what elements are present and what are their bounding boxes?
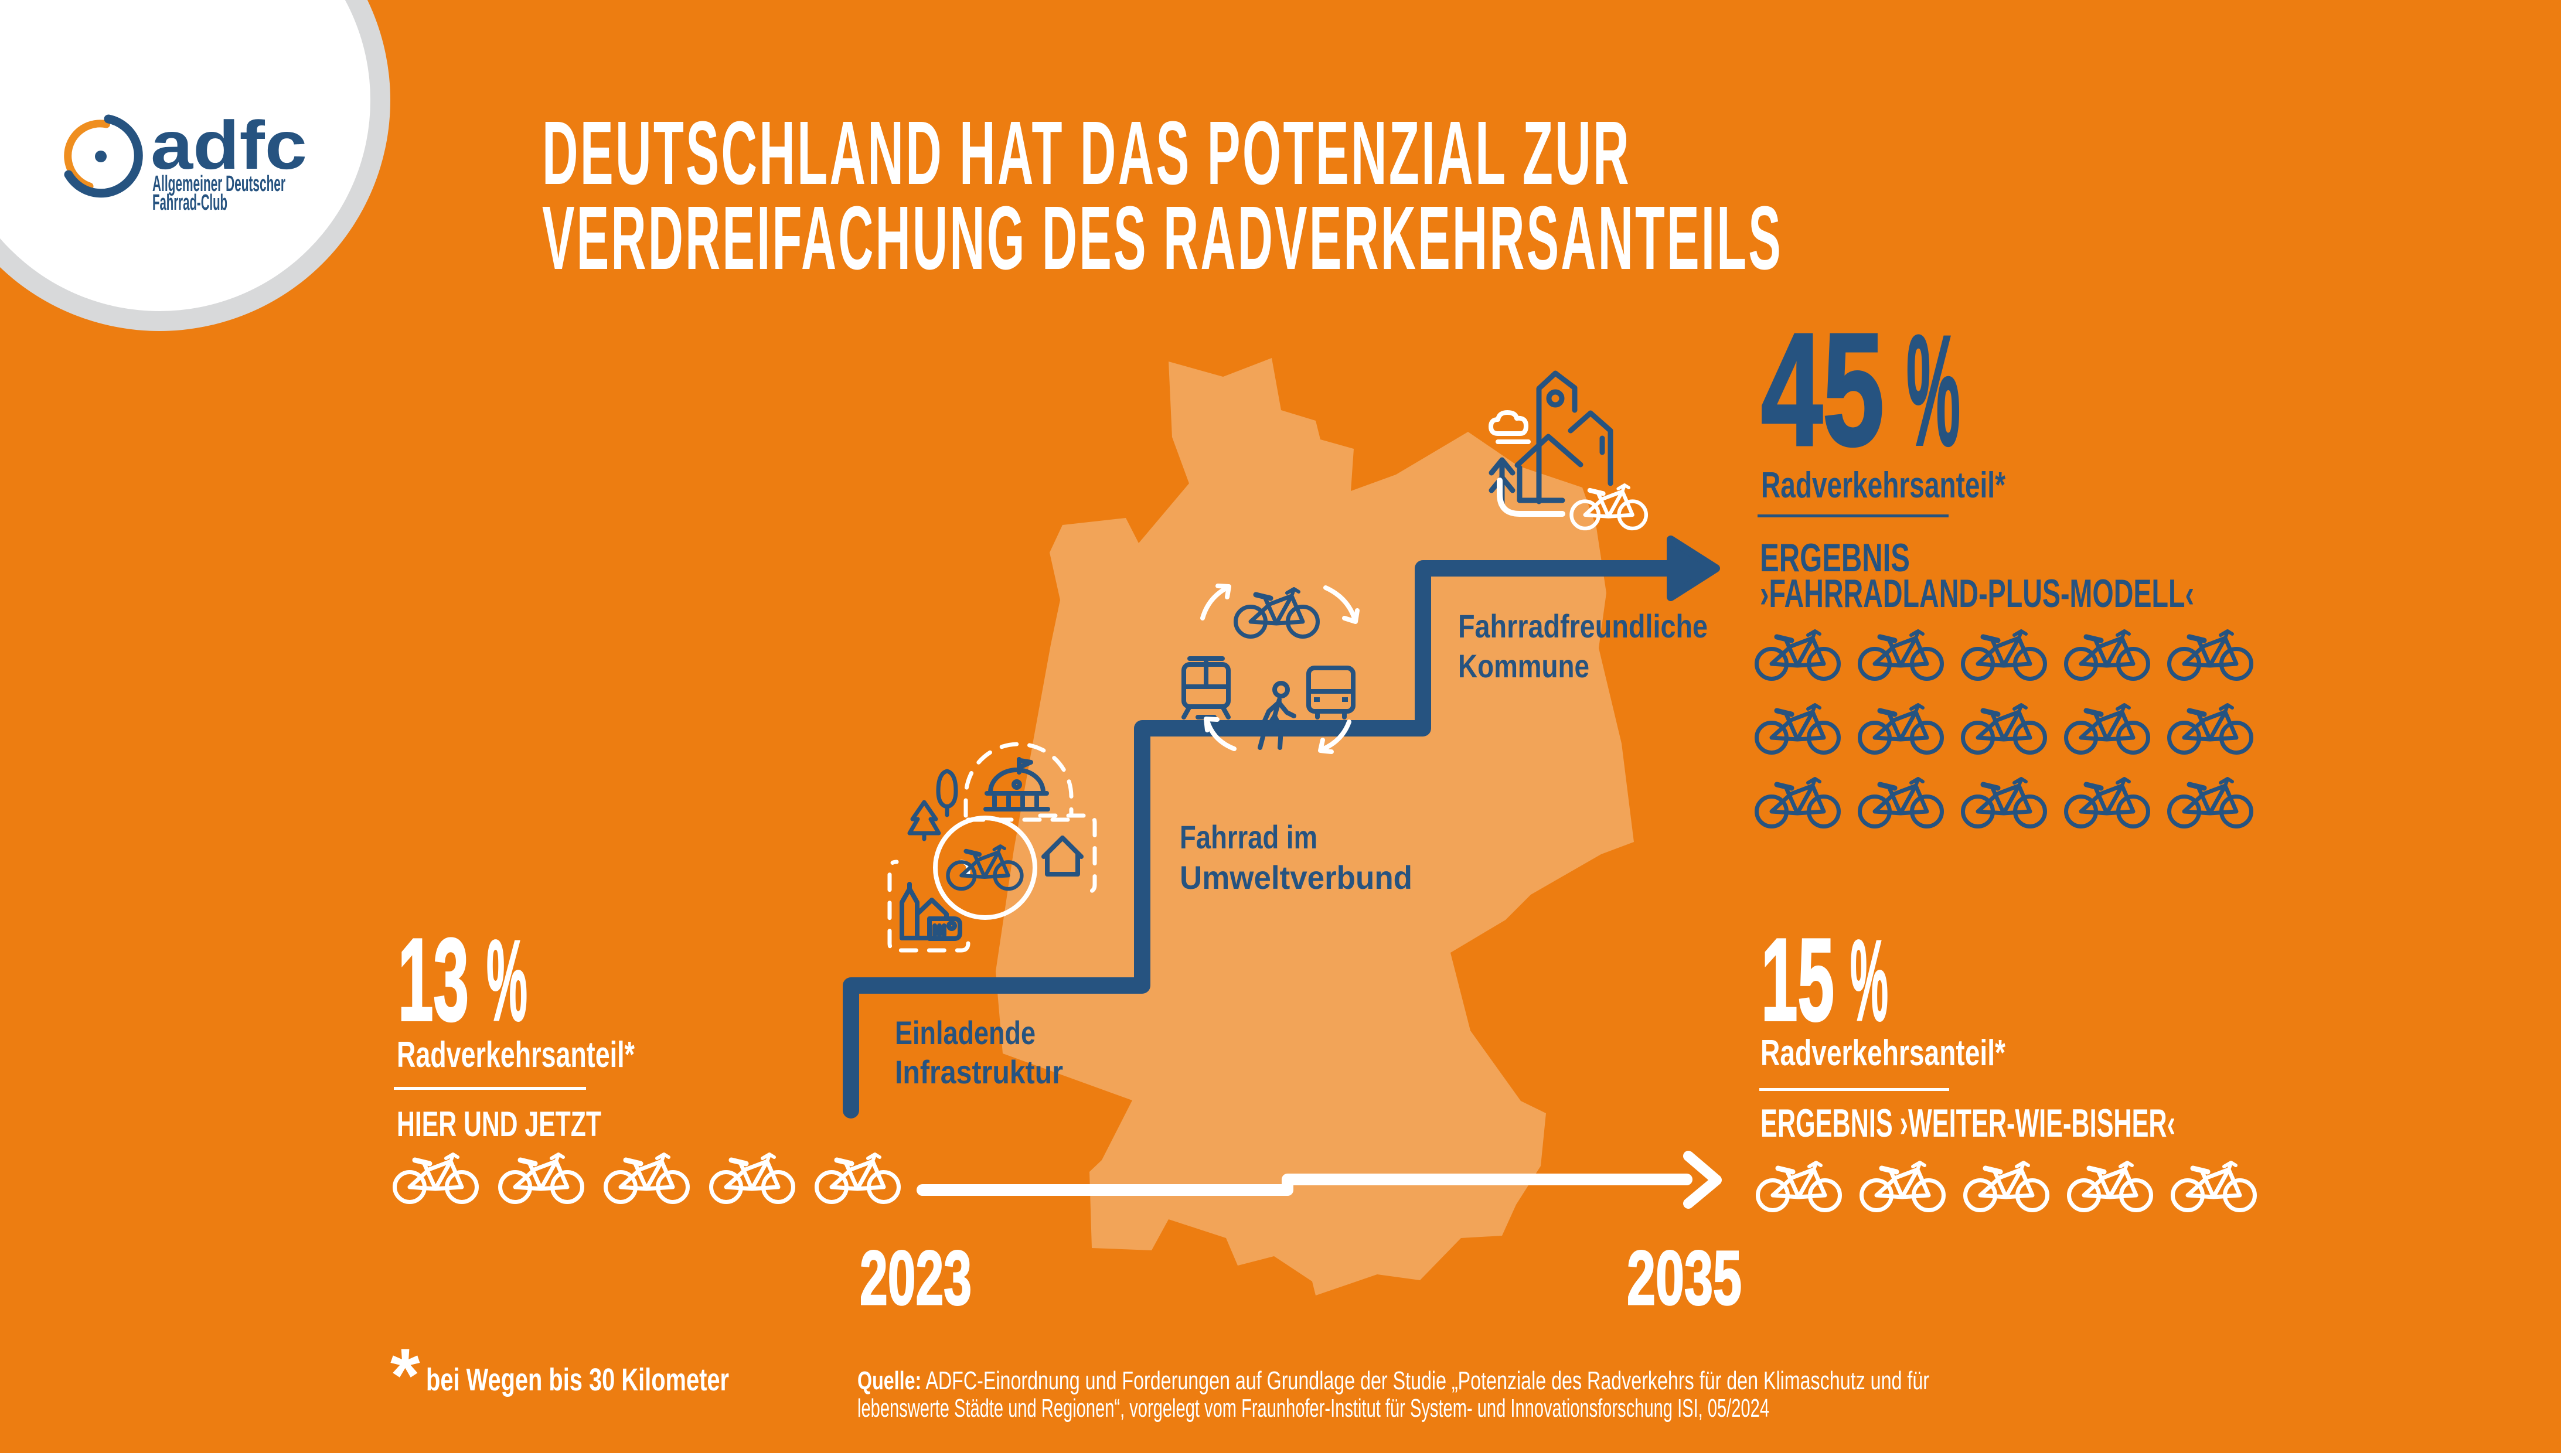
svg-text:Fahrradfreundliche: Fahrradfreundliche <box>1458 608 1708 645</box>
svg-text:Radverkehrsanteil*: Radverkehrsanteil* <box>397 1035 635 1075</box>
svg-text:ERGEBNIS: ERGEBNIS <box>1760 536 1910 580</box>
svg-text:adfc: adfc <box>151 107 307 183</box>
svg-text:Radverkehrsanteil*: Radverkehrsanteil* <box>1761 465 2006 506</box>
svg-text:ERGEBNIS ›WEITER-WIE-BISHER‹: ERGEBNIS ›WEITER-WIE-BISHER‹ <box>1760 1101 2175 1145</box>
svg-text:Infrastruktur: Infrastruktur <box>895 1053 1063 1090</box>
svg-text:2023: 2023 <box>860 1235 972 1321</box>
svg-text:DEUTSCHLAND HAT DAS POTENZIAL: DEUTSCHLAND HAT DAS POTENZIAL ZUR <box>542 103 1631 203</box>
svg-text:›FAHRRADLAND-PLUS-MODELL‹: ›FAHRRADLAND-PLUS-MODELL‹ <box>1760 571 2194 616</box>
svg-text:%: % <box>1850 916 1888 1045</box>
svg-text:HIER UND JETZT: HIER UND JETZT <box>397 1104 601 1144</box>
svg-text:lebenswerte Städte und Regione: lebenswerte Städte und Regionen“, vorgel… <box>857 1394 1769 1423</box>
svg-text:Fahrrad im: Fahrrad im <box>1180 819 1317 855</box>
svg-text:Allgemeiner Deutscher: Allgemeiner Deutscher <box>152 172 285 196</box>
svg-text:45: 45 <box>1761 300 1884 479</box>
svg-text:Fahrrad-Club: Fahrrad-Club <box>152 190 227 215</box>
svg-text:15: 15 <box>1761 915 1834 1045</box>
svg-text:*: * <box>390 1332 420 1418</box>
svg-text:%: % <box>1906 302 1960 478</box>
svg-text:Radverkehrsanteil*: Radverkehrsanteil* <box>1760 1033 2006 1073</box>
svg-text:2035: 2035 <box>1627 1235 1742 1321</box>
svg-text:%: % <box>486 916 527 1045</box>
svg-text:Einladende: Einladende <box>895 1014 1036 1051</box>
svg-text:VERDREIFACHUNG DES RADVERKEHRS: VERDREIFACHUNG DES RADVERKEHRSANTEILS <box>542 187 1783 288</box>
svg-text:Umweltverbund: Umweltverbund <box>1180 859 1412 896</box>
svg-text:Quelle: ADFC-Einordnung und Fo: Quelle: ADFC-Einordnung und Forderungen … <box>857 1366 1929 1395</box>
svg-text:bei Wegen bis 30 Kilometer: bei Wegen bis 30 Kilometer <box>426 1362 729 1397</box>
svg-text:13: 13 <box>398 915 469 1045</box>
svg-text:Kommune: Kommune <box>1458 647 1589 684</box>
